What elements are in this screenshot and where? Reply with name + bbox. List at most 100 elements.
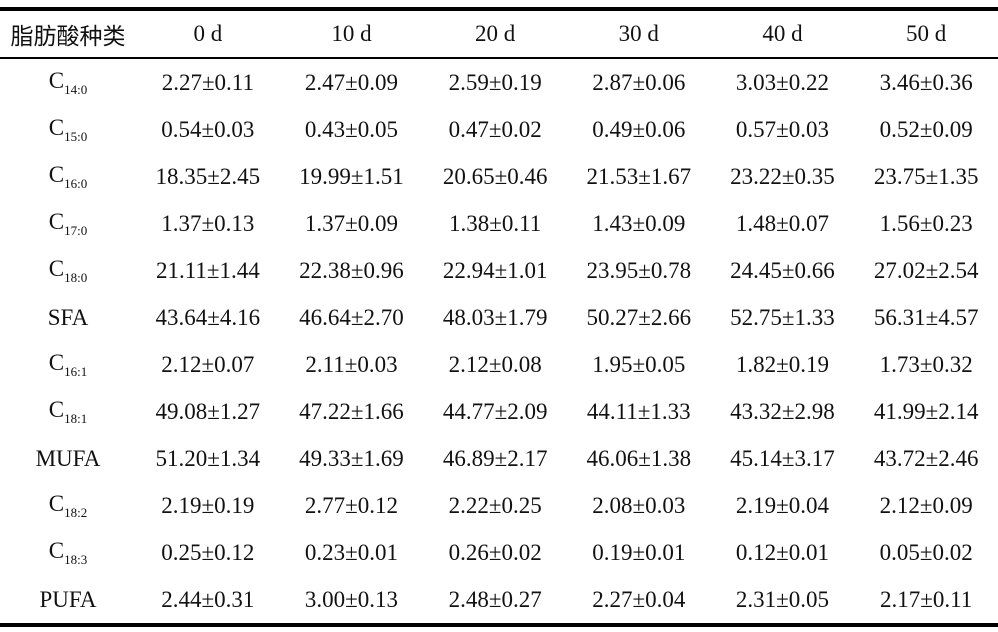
value-cell: 46.89±2.17 [442, 445, 548, 471]
table-row: MUFA 51.20±1.34 49.33±1.69 46.89±2.17 46.06±… [0, 435, 998, 482]
value-cell: 0.19±0.01 [592, 539, 686, 565]
value-cell: 1.95±0.05 [592, 351, 686, 377]
value-cell: 2.12±0.08 [448, 351, 542, 377]
value-cell: 43.72±2.46 [873, 445, 979, 471]
value-cell: 1.48±0.07 [735, 210, 830, 236]
table-row: C18:1 49.08±1.27 47.22±1.66 44.77±2.09 44.11… [0, 388, 998, 435]
value-cell: 0.43±0.05 [304, 116, 399, 142]
label-text: SFA [47, 304, 89, 330]
header-cell: 脂肪酸种类 [0, 9, 136, 59]
value-cell: 1.73±0.32 [879, 351, 973, 377]
value-cell: 56.31±4.57 [873, 304, 979, 330]
label-text: MUFA [35, 445, 101, 471]
value-cell: 20.65±0.46 [442, 163, 548, 189]
label-text: C [48, 396, 65, 422]
value-cell: 2.48±0.27 [448, 586, 542, 612]
value-cell: 2.31±0.05 [735, 586, 830, 612]
value-cell: 19.99±1.51 [299, 163, 404, 189]
value-cell: 3.03±0.22 [735, 69, 830, 95]
table-row: C18:3 0.25±0.12 0.23±0.01 0.26±0.02 0.19±0.0… [0, 529, 998, 576]
value-cell: 2.22±0.25 [448, 492, 542, 518]
value-cell: 0.23±0.01 [304, 539, 399, 565]
value-cell: 21.53±1.67 [586, 163, 692, 189]
value-cell: 2.27±0.11 [161, 69, 254, 95]
label-subscript: 16:0 [64, 175, 88, 191]
value-cell: 0.47±0.02 [448, 116, 542, 142]
value-cell: 51.20±1.34 [155, 445, 261, 471]
header-cell: 30 d [566, 9, 711, 59]
row-label: C18:0 [0, 247, 136, 294]
label-subscript: 18:1 [64, 410, 88, 426]
value-cell: 2.12±0.09 [879, 492, 973, 518]
row-label: MUFA [0, 435, 136, 482]
label-text: C [48, 537, 65, 563]
label-text: C [48, 208, 65, 234]
label-subscript: 18:3 [64, 551, 88, 567]
value-cell: 23.75±1.35 [873, 163, 979, 189]
value-cell: 23.22±0.35 [730, 163, 835, 189]
row-label: C18:3 [0, 529, 136, 576]
table-row: C18:2 2.19±0.19 2.77±0.12 2.22±0.25 2.08±0.0… [0, 482, 998, 529]
value-cell: 1.82±0.19 [735, 351, 830, 377]
value-cell: 0.49±0.06 [592, 116, 686, 142]
value-cell: 0.25±0.12 [161, 539, 255, 565]
header-cell: 50 d [854, 9, 998, 59]
value-cell: 49.08±1.27 [155, 398, 261, 424]
value-cell: 0.57±0.03 [735, 116, 830, 142]
value-cell: 2.17±0.11 [880, 586, 973, 612]
value-cell: 46.64±2.70 [299, 304, 404, 330]
label-subscript: 14:0 [64, 81, 88, 97]
value-cell: 1.37±0.09 [304, 210, 399, 236]
row-label: C15:0 [0, 106, 136, 153]
table-row: C18:0 21.11±1.44 22.38±0.96 22.94±1.01 23.95… [0, 247, 998, 294]
row-label: PUFA [0, 576, 136, 625]
value-cell: 48.03±1.79 [442, 304, 548, 330]
header-cell: 10 d [279, 9, 424, 59]
value-cell: 2.19±0.04 [735, 492, 830, 518]
value-cell: 0.12±0.01 [735, 539, 830, 565]
value-cell: 49.33±1.69 [299, 445, 404, 471]
row-label: C18:1 [0, 388, 136, 435]
row-label: SFA [0, 294, 136, 341]
value-cell: 43.32±2.98 [730, 398, 835, 424]
value-cell: 18.35±2.45 [155, 163, 261, 189]
table-row: C15:0 0.54±0.03 0.43±0.05 0.47±0.02 0.49±0.0… [0, 106, 998, 153]
label-text: PUFA [39, 586, 97, 612]
value-cell: 27.02±2.54 [873, 257, 979, 283]
table-row: C17:0 1.37±0.13 1.37±0.09 1.38±0.11 1.43±0.0… [0, 200, 998, 247]
value-cell: 2.47±0.09 [304, 69, 399, 95]
label-text: C [48, 490, 65, 516]
value-cell: 52.75±1.33 [730, 304, 835, 330]
value-cell: 2.77±0.12 [304, 492, 399, 518]
table-row: SFA 43.64±4.16 46.64±2.70 48.03±1.79 50.27±2… [0, 294, 998, 341]
value-cell: 2.11±0.03 [305, 351, 398, 377]
value-cell: 22.38±0.96 [299, 257, 404, 283]
label-text: C [48, 161, 65, 187]
value-cell: 1.38±0.11 [449, 210, 542, 236]
value-cell: 0.05±0.02 [879, 539, 973, 565]
header-cell: 40 d [710, 9, 855, 59]
value-cell: 22.94±1.01 [442, 257, 548, 283]
value-cell: 2.59±0.19 [448, 69, 542, 95]
row-label: C18:2 [0, 482, 136, 529]
label-text: C [48, 349, 65, 375]
value-cell: 0.54±0.03 [161, 116, 255, 142]
label-subscript: 16:1 [64, 363, 88, 379]
value-cell: 45.14±3.17 [730, 445, 835, 471]
fatty-acid-table: 脂肪酸种类 0 d 10 d 20 d 30 d 40 d 50 d C14:0 2.27±0… [0, 7, 998, 627]
label-subscript: 18:2 [64, 504, 88, 520]
value-cell: 0.52±0.09 [879, 116, 973, 142]
table-row: PUFA 2.44±0.31 3.00±0.13 2.48±0.27 2.27±0.04… [0, 576, 998, 625]
value-cell: 0.26±0.02 [448, 539, 542, 565]
header-cell: 20 d [423, 9, 567, 59]
row-label: C17:0 [0, 200, 136, 247]
value-cell: 24.45±0.66 [730, 257, 835, 283]
label-text: C [48, 114, 65, 140]
row-label: C16:0 [0, 153, 136, 200]
value-cell: 2.87±0.06 [592, 69, 686, 95]
value-cell: 1.56±0.23 [879, 210, 973, 236]
value-cell: 3.46±0.36 [879, 69, 973, 95]
value-cell: 43.64±4.16 [155, 304, 261, 330]
value-cell: 2.08±0.03 [592, 492, 686, 518]
value-cell: 23.95±0.78 [586, 257, 692, 283]
